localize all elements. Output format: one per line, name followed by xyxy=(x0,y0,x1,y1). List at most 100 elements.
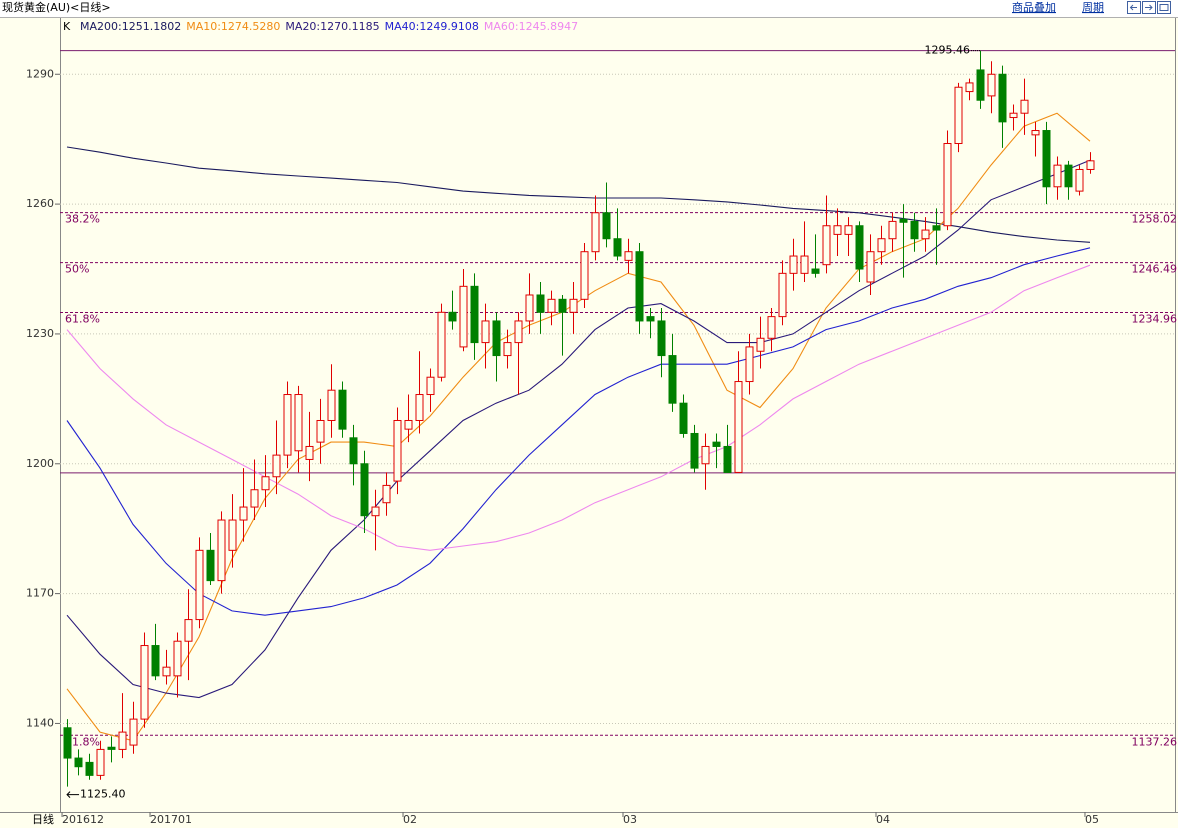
candle-body xyxy=(602,212,611,240)
candle-body xyxy=(888,220,897,240)
candle-body xyxy=(514,320,523,344)
candle-body xyxy=(360,463,369,517)
candle xyxy=(910,212,919,252)
candle-body xyxy=(470,285,479,344)
candle-body xyxy=(712,441,721,447)
ma-line xyxy=(66,112,1091,742)
candle xyxy=(162,649,171,685)
nav-expand[interactable] xyxy=(1157,1,1171,14)
candle xyxy=(140,632,149,728)
candle xyxy=(1075,165,1084,196)
candle xyxy=(1086,152,1095,174)
candle-body xyxy=(734,381,743,473)
candle xyxy=(151,623,160,681)
candle xyxy=(481,303,490,369)
candle xyxy=(404,394,413,443)
candle-body xyxy=(800,255,809,274)
candle-body xyxy=(415,394,424,421)
candle-body xyxy=(228,519,237,551)
candle-body xyxy=(283,394,292,456)
candle-body xyxy=(426,376,435,396)
ma-line xyxy=(66,159,1091,699)
candle-body xyxy=(261,476,270,491)
overlay-button[interactable]: 商品叠加 xyxy=(1012,0,1056,14)
candle xyxy=(877,225,886,265)
candle-body xyxy=(129,718,138,746)
candle xyxy=(173,632,182,698)
candle-body xyxy=(569,298,578,313)
x-tick-label: 05 xyxy=(1085,813,1099,826)
legend-entry: MA10:1274.5280 xyxy=(186,20,280,33)
candle-body xyxy=(954,86,963,145)
candle-body xyxy=(591,212,600,253)
candle-body xyxy=(63,727,72,759)
candle xyxy=(635,243,644,334)
candle xyxy=(536,282,545,334)
candle-body xyxy=(96,748,105,776)
candle xyxy=(415,351,424,434)
candle-body xyxy=(767,316,776,339)
candle-body xyxy=(976,69,985,101)
candle xyxy=(932,208,941,265)
candle-body xyxy=(481,320,490,344)
candle-body xyxy=(646,316,655,322)
legend-entry: MA60:1245.8947 xyxy=(484,20,578,33)
level-value: 1234.96 xyxy=(1132,312,1178,325)
candle-body xyxy=(437,311,446,378)
candle-body xyxy=(657,320,666,357)
level-value: 1258.02 xyxy=(1132,213,1178,226)
candle xyxy=(987,61,996,114)
candle xyxy=(184,589,193,681)
y-tick-label: 1260 xyxy=(26,197,54,210)
candle xyxy=(316,398,325,464)
candle xyxy=(74,749,83,776)
candle xyxy=(393,407,402,495)
candle-body xyxy=(855,225,864,270)
candle-body xyxy=(723,445,732,473)
candle xyxy=(833,208,842,257)
candle-body xyxy=(987,73,996,97)
candle-body xyxy=(85,761,94,776)
candle-body xyxy=(294,394,303,452)
candle-body xyxy=(448,311,457,322)
candle xyxy=(701,433,710,490)
candle-body xyxy=(998,73,1007,123)
candle-body xyxy=(239,506,248,521)
candle-body xyxy=(866,251,875,283)
candle-body xyxy=(184,619,193,642)
y-tick-label: 1290 xyxy=(26,67,54,80)
candle xyxy=(118,693,127,759)
period-button[interactable]: 周期 xyxy=(1082,1,1104,14)
low-annotation: 1125.40 xyxy=(80,788,126,801)
candle-body xyxy=(371,506,380,517)
candle xyxy=(998,65,1007,148)
x-tick-label: 04 xyxy=(876,813,890,826)
candle xyxy=(690,424,699,473)
candle-body xyxy=(899,218,908,223)
candle xyxy=(1042,121,1051,205)
candle xyxy=(613,208,622,261)
candle-body xyxy=(250,489,259,508)
candle-body xyxy=(778,272,787,318)
series-label: K xyxy=(63,20,71,33)
candle-body xyxy=(624,251,633,261)
candle xyxy=(866,234,875,295)
candle xyxy=(800,221,809,282)
candle xyxy=(943,130,952,231)
candle xyxy=(899,204,908,278)
candle-body xyxy=(151,645,160,677)
candle-body xyxy=(338,389,347,430)
y-tick-label: 1140 xyxy=(26,716,54,729)
candle-body xyxy=(503,342,512,357)
candle xyxy=(723,424,732,473)
candle xyxy=(778,260,787,326)
candle xyxy=(580,243,589,308)
candle-body xyxy=(679,402,688,434)
candle xyxy=(558,294,567,356)
candle xyxy=(239,468,248,542)
candle-body xyxy=(745,346,754,383)
candle xyxy=(107,736,116,763)
candle-body xyxy=(965,82,974,93)
candle-body xyxy=(1020,99,1029,114)
